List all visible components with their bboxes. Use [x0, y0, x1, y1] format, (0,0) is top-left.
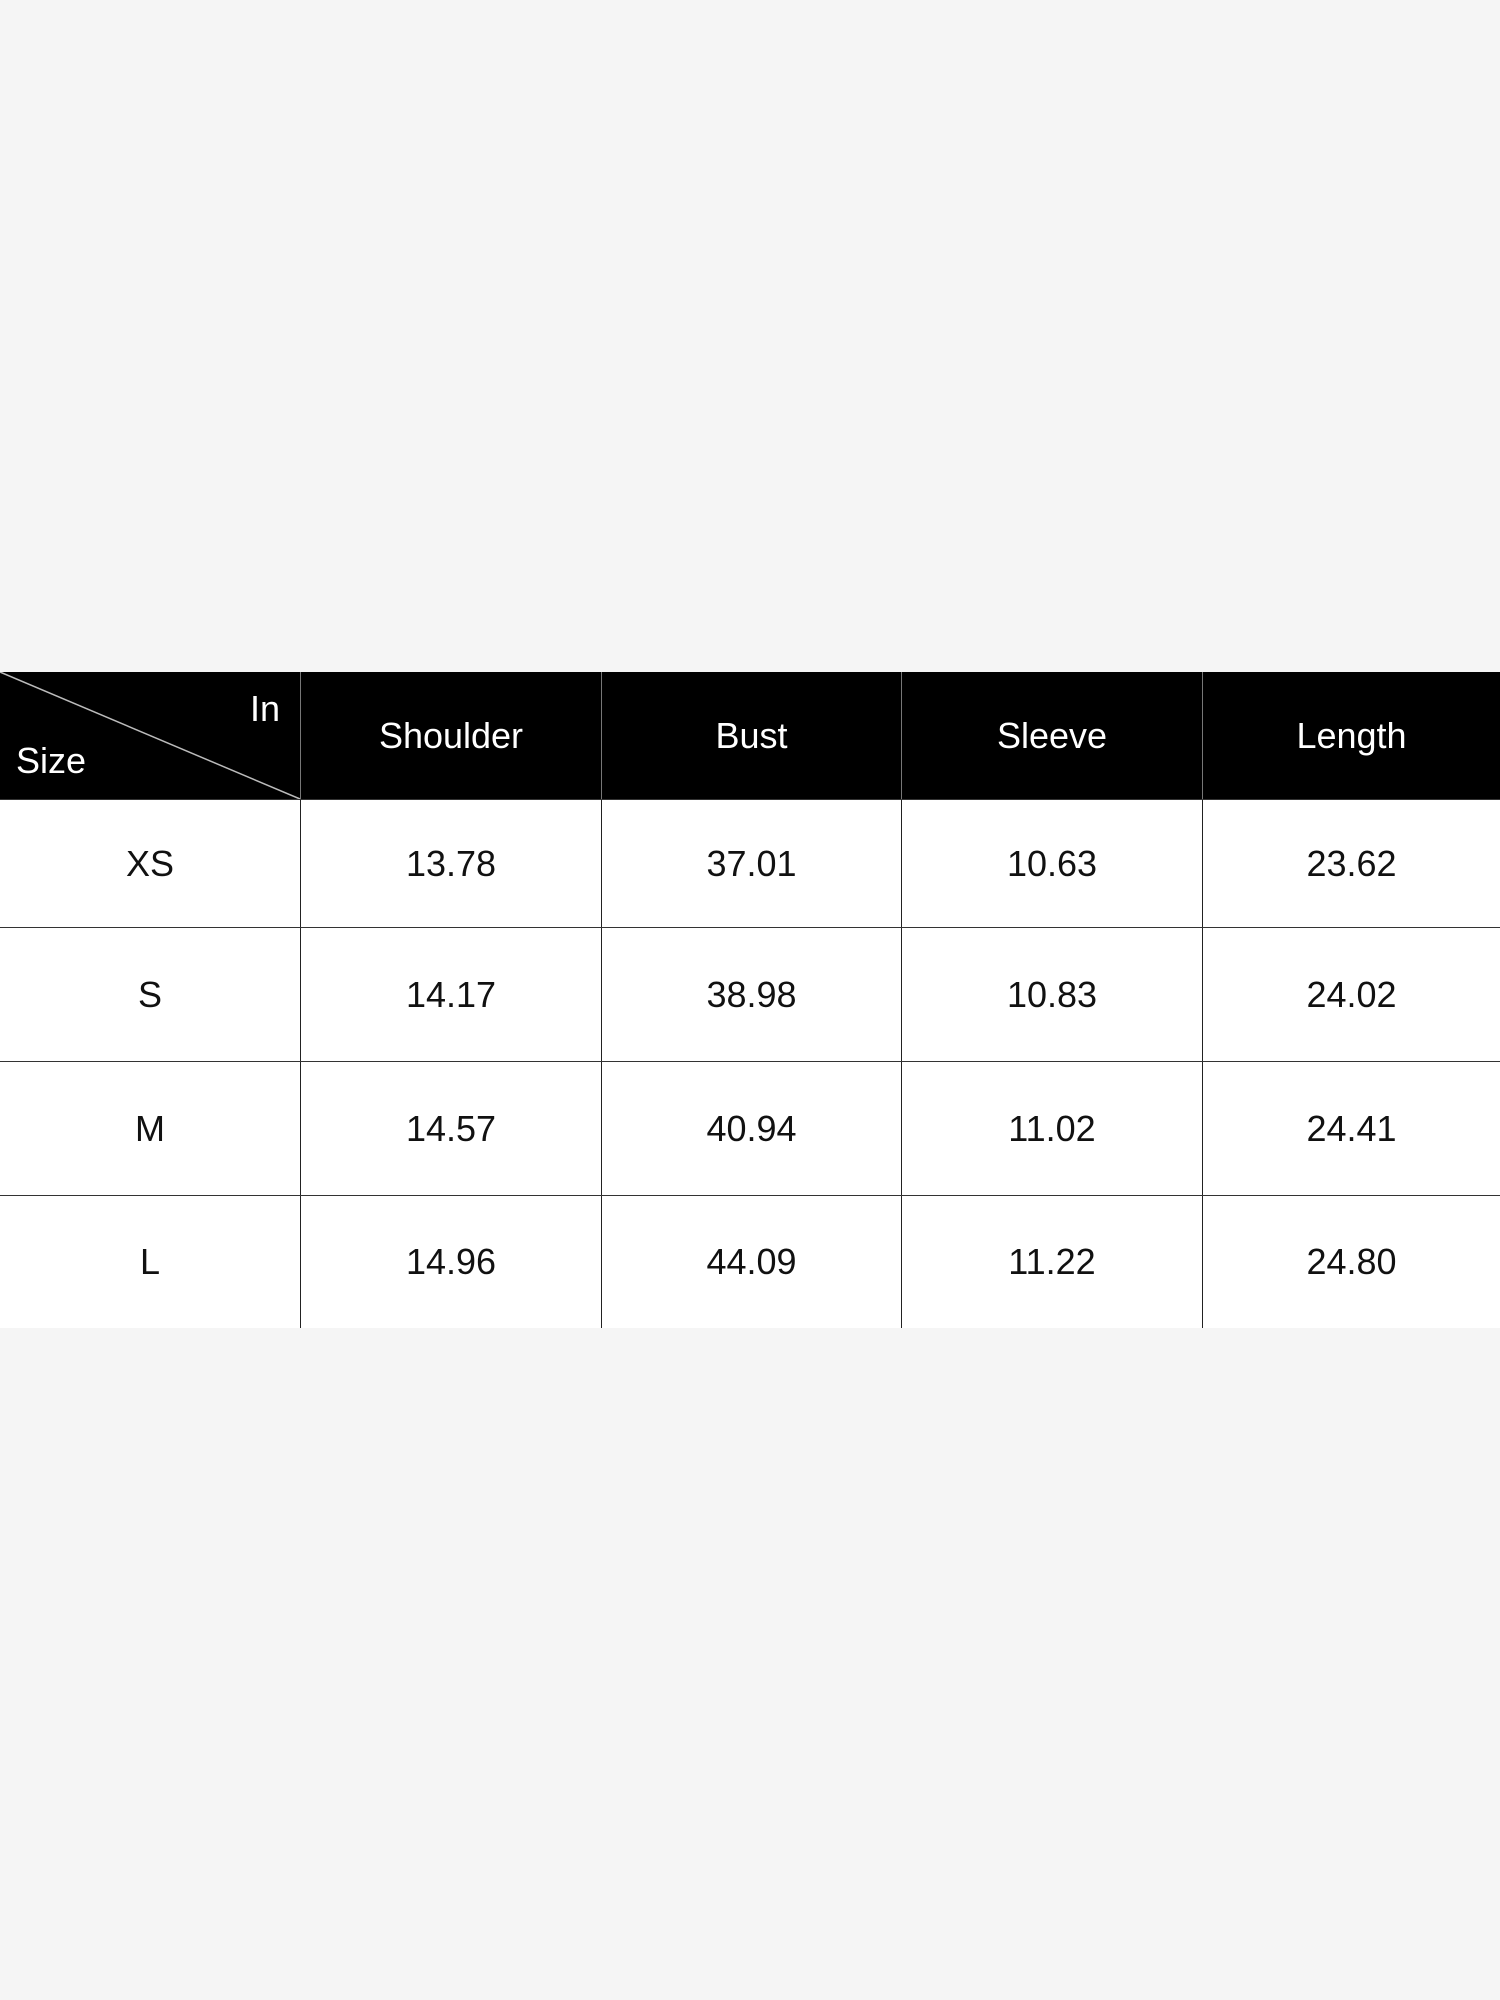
measurement-cell: 24.02 — [1202, 928, 1500, 1062]
measurement-cell: 10.83 — [901, 928, 1202, 1062]
corner-header-cell: In Size — [0, 672, 300, 799]
measurement-cell: 14.17 — [300, 928, 601, 1062]
measurement-cell: 40.94 — [601, 1062, 901, 1196]
table-row: S 14.17 38.98 10.83 24.02 — [0, 927, 1500, 1062]
diagonal-divider — [0, 672, 300, 799]
measurement-cell: 38.98 — [601, 928, 901, 1062]
size-cell: XS — [125, 843, 175, 884]
measurement-cell: 11.02 — [901, 1062, 1202, 1196]
column-header-shoulder: Shoulder — [300, 672, 601, 799]
measurement-cell: 37.01 — [601, 800, 901, 928]
measurement-cell: 24.80 — [1202, 1196, 1500, 1328]
measurement-cell: 13.78 — [300, 800, 601, 928]
measurement-cell: 14.57 — [300, 1062, 601, 1196]
table-row: M 14.57 40.94 11.02 24.41 — [0, 1061, 1500, 1196]
column-header-bust: Bust — [601, 672, 901, 799]
column-header-length: Length — [1202, 672, 1500, 799]
unit-label: In — [249, 688, 280, 729]
measurement-cell: 23.62 — [1202, 800, 1500, 928]
header-row: In Size Shoulder Bust Sleeve Length — [0, 672, 1500, 799]
measurement-cell: 44.09 — [601, 1196, 901, 1328]
size-cell: L — [139, 1241, 161, 1282]
table-row: XS 13.78 37.01 10.63 23.62 — [0, 799, 1500, 928]
measurement-cell: 11.22 — [901, 1196, 1202, 1328]
table-row: L 14.96 44.09 11.22 24.80 — [0, 1195, 1500, 1328]
size-cell: S — [137, 974, 162, 1015]
column-header-sleeve: Sleeve — [901, 672, 1202, 799]
measurement-cell: 24.41 — [1202, 1062, 1500, 1196]
size-label: Size — [16, 740, 87, 781]
measurement-cell: 14.96 — [300, 1196, 601, 1328]
size-cell: M — [135, 1108, 165, 1149]
measurement-cell: 10.63 — [901, 800, 1202, 928]
